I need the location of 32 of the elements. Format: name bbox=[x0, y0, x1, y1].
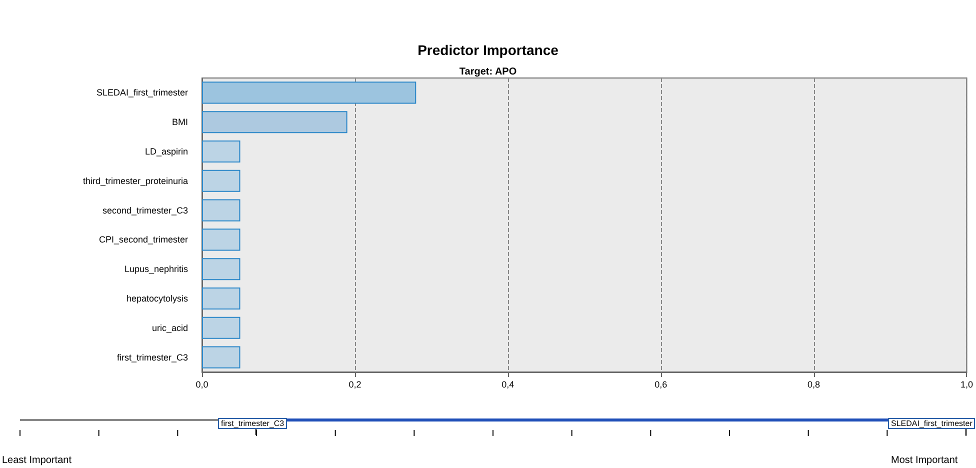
x-tick-label: 0,8 bbox=[808, 380, 820, 390]
y-tick-label: hepatocytolysis bbox=[126, 294, 188, 304]
x-tick-label: 0,6 bbox=[654, 380, 668, 390]
y-tick-label: Lupus_nephritis bbox=[124, 264, 188, 274]
y-tick-label: first_trimester_C3 bbox=[116, 352, 188, 362]
bar bbox=[202, 111, 348, 134]
chart-title: Predictor Importance bbox=[418, 42, 559, 58]
y-tick-label: SLEDAI_first_trimester bbox=[96, 88, 188, 98]
y-tick-label: BMI bbox=[172, 117, 188, 128]
y-tick-label: LD_aspirin bbox=[144, 146, 188, 156]
y-tick-label: second_trimester_C3 bbox=[102, 205, 188, 216]
text: first_trimester_C3 bbox=[218, 418, 288, 429]
text: Most Important bbox=[891, 455, 958, 466]
bar bbox=[202, 258, 240, 280]
text: SLEDAI_first_trimester bbox=[888, 418, 976, 429]
x-tick-label: 0,4 bbox=[502, 380, 514, 390]
bar bbox=[202, 228, 240, 251]
bar bbox=[202, 170, 240, 192]
x-tick-label: 0,2 bbox=[348, 380, 362, 390]
bar bbox=[202, 346, 240, 368]
bar bbox=[202, 316, 240, 339]
y-tick-label: CPI_second_trimester bbox=[98, 234, 188, 245]
bar bbox=[202, 82, 416, 104]
bar bbox=[202, 199, 240, 222]
chart-subtitle: Target: APO bbox=[459, 66, 517, 78]
x-tick-label: 1,0 bbox=[960, 380, 973, 390]
bar bbox=[202, 287, 240, 310]
y-tick-label: third_trimester_proteinuria bbox=[82, 176, 188, 186]
text: Least Important bbox=[2, 455, 72, 466]
y-tick-label: uric_acid bbox=[152, 322, 188, 333]
x-tick-label: 0,0 bbox=[196, 380, 208, 390]
bar bbox=[202, 140, 240, 163]
